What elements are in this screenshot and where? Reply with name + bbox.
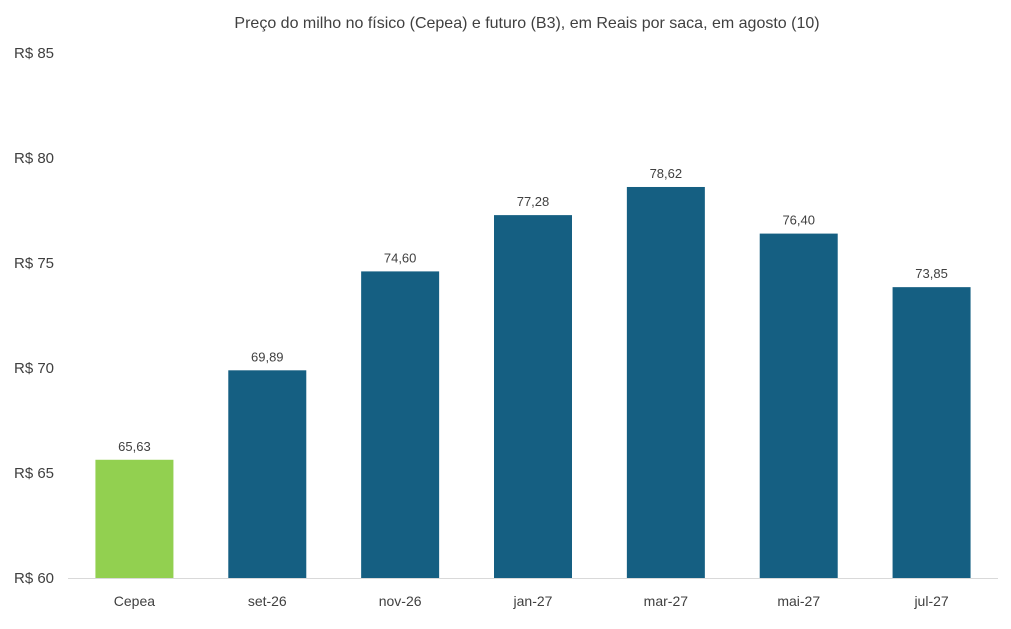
bar-mai-27 (759, 233, 838, 578)
x-tick-label: jul-27 (913, 593, 948, 609)
y-tick-label: R$ 60 (14, 570, 54, 587)
data-label: 74,60 (384, 250, 417, 265)
x-tick-label: jan-27 (513, 593, 553, 609)
data-labels: 65,63 69,89 74,60 77,28 78,62 76,40 73,85 (118, 166, 948, 454)
data-label: 69,89 (251, 349, 284, 364)
bars (95, 186, 971, 579)
bar-Cepea (95, 459, 174, 578)
x-axis-tick-labels: Cepea set-26 nov-26 jan-27 mar-27 mai-27 jul-2… (114, 593, 949, 609)
data-label: 78,62 (650, 166, 683, 181)
chart-title: Preço do milho no físico (Cepea) e futur… (234, 15, 819, 32)
y-tick-label: R$ 85 (14, 45, 54, 62)
x-tick-label: nov-26 (379, 593, 422, 609)
x-tick-label: mai-27 (777, 593, 820, 609)
data-label: 77,28 (517, 194, 550, 209)
y-tick-label: R$ 70 (14, 360, 54, 377)
data-label: 76,40 (782, 213, 815, 228)
bar-jul-27 (892, 287, 971, 578)
bar-set-26 (228, 370, 307, 578)
y-tick-label: R$ 65 (14, 465, 54, 482)
data-label: 65,63 (118, 439, 151, 454)
x-tick-label: set-26 (248, 593, 287, 609)
x-tick-label: mar-27 (644, 593, 689, 609)
x-tick-label: Cepea (114, 593, 155, 609)
data-label: 73,85 (915, 266, 948, 281)
y-tick-label: R$ 75 (14, 255, 54, 272)
bar-jan-27 (494, 215, 572, 578)
y-axis-tick-labels: R$ 60 R$ 65 R$ 70 R$ 75 R$ 80 R$ 85 (14, 45, 54, 587)
y-tick-label: R$ 80 (14, 150, 54, 167)
bar-nov-26 (361, 271, 440, 578)
bar-mar-27 (626, 186, 705, 579)
